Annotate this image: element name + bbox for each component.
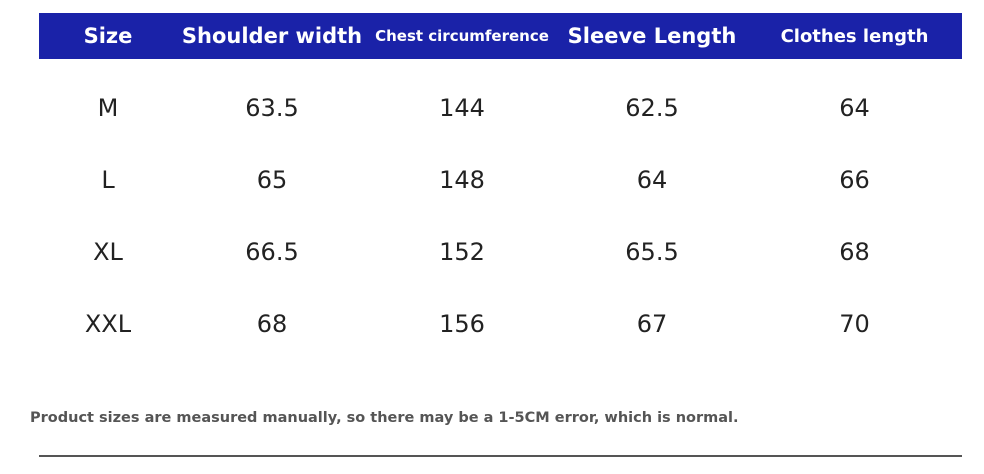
header-cell: Chest circumference bbox=[375, 27, 549, 45]
cell: 70 bbox=[839, 310, 870, 338]
cell: 144 bbox=[439, 94, 485, 122]
table-row: L 65 148 64 66 bbox=[39, 144, 962, 216]
cell: 156 bbox=[439, 310, 485, 338]
table-row: M 63.5 144 62.5 64 bbox=[39, 72, 962, 144]
table-row: XXL 68 156 67 70 bbox=[39, 288, 962, 360]
cell: 66 bbox=[839, 166, 870, 194]
cell: 63.5 bbox=[245, 94, 299, 122]
cell: 66.5 bbox=[245, 238, 299, 266]
divider bbox=[39, 455, 962, 457]
cell: 64 bbox=[636, 166, 668, 194]
cell: 65.5 bbox=[625, 238, 679, 266]
cell: 68 bbox=[256, 310, 288, 338]
cell: 148 bbox=[439, 166, 485, 194]
cell: M bbox=[97, 94, 119, 122]
cell: 65 bbox=[256, 166, 288, 194]
header-cell: Clothes length bbox=[780, 25, 929, 47]
table-header: Size Shoulder width Chest circumference Sle… bbox=[39, 13, 962, 59]
cell: 62.5 bbox=[625, 94, 679, 122]
table-row: XL 66.5 152 65.5 68 bbox=[39, 216, 962, 288]
note: Product sizes are measured manually, so … bbox=[30, 410, 739, 426]
cell: 67 bbox=[636, 310, 668, 338]
cell: L bbox=[101, 166, 115, 194]
cell: 64 bbox=[839, 94, 870, 122]
header-cell: Sleeve Length bbox=[567, 24, 737, 48]
header-cell: Size bbox=[83, 24, 133, 48]
cell: XXL bbox=[84, 310, 132, 338]
cell: 68 bbox=[839, 238, 870, 266]
cell: 152 bbox=[439, 238, 485, 266]
table-body: M 63.5 144 62.5 64 L 65 148 64 66 XL 66.5 152 65.5 68 X… bbox=[39, 72, 962, 360]
cell: XL bbox=[93, 238, 123, 266]
header-cell: Shoulder width bbox=[181, 24, 363, 48]
